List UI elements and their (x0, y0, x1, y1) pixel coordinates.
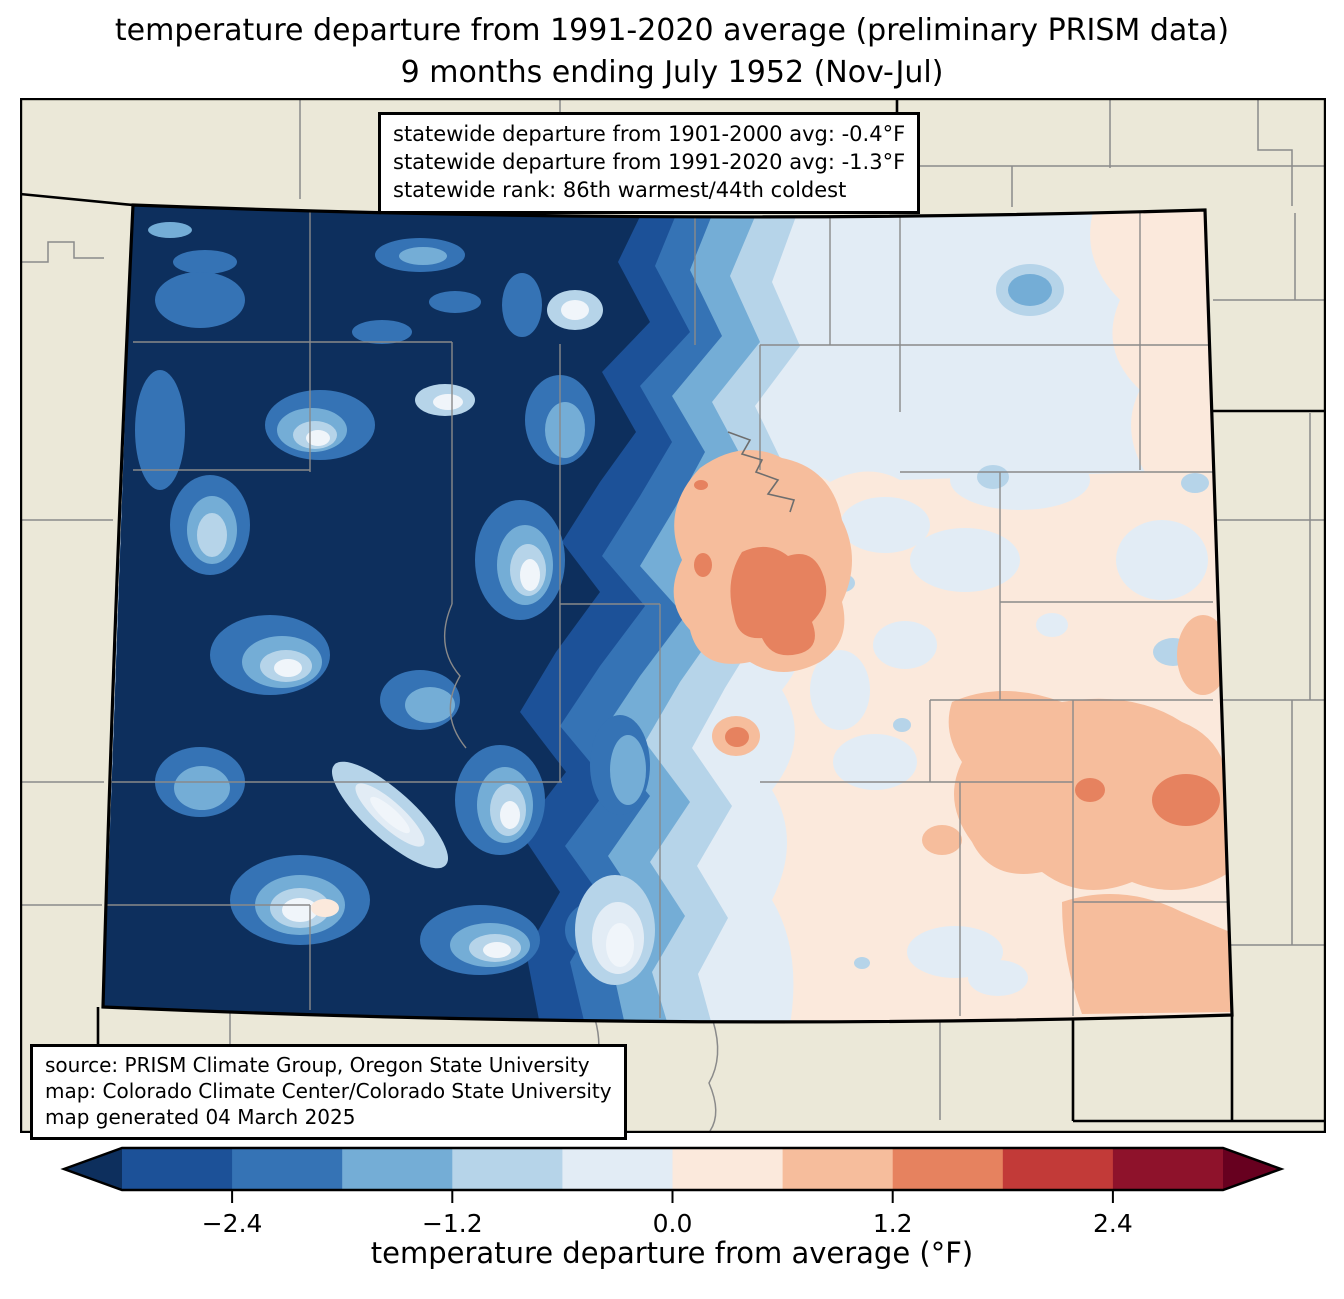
colorbar-segment (782, 1148, 894, 1190)
source-line-2: map: Colorado Climate Center/Colorado St… (45, 1079, 612, 1103)
colorbar-axis-label: temperature departure from average (°F) (370, 1236, 974, 1270)
contour-region (173, 250, 237, 274)
statewide-stats-box: statewide departure from 1901-2000 avg: … (378, 112, 921, 214)
warm-regions (311, 205, 1232, 1022)
contour-region (1181, 473, 1209, 493)
contour-region (1177, 615, 1229, 695)
contour-region (155, 272, 245, 328)
contour-region (727, 431, 796, 513)
colorbar: −2.4 −1.2 0.0 1.2 2.4 (60, 1146, 1285, 1238)
contour-region (968, 960, 1028, 996)
figure-title: temperature departure from 1991-2020 ave… (0, 10, 1344, 94)
contour-region (274, 659, 302, 677)
contour-region (1036, 613, 1068, 637)
contour-region (443, 603, 467, 749)
stats-line-2: statewide departure from 1991-2020 avg: … (393, 150, 906, 174)
colorbar-outline (60, 1146, 1285, 1192)
stats-line-1: statewide departure from 1901-2000 avg: … (393, 122, 906, 146)
colorbar-segment (892, 1148, 1004, 1190)
contour-region (545, 402, 585, 458)
contour-region (606, 923, 634, 967)
contour-region (840, 497, 930, 553)
contour-region (405, 687, 455, 723)
contour-region (148, 222, 192, 238)
contour-region (873, 621, 937, 669)
contour-region (854, 957, 870, 969)
contour-region (922, 825, 962, 855)
contour-region (352, 320, 412, 344)
colorbar-segment (1002, 1148, 1114, 1190)
mountain-light-patches (135, 222, 655, 985)
map-canvas (20, 98, 1326, 1133)
contour-region (561, 300, 589, 320)
stats-line-3: statewide rank: 86th warmest/44th coldes… (393, 178, 847, 202)
contour-region (730, 546, 827, 656)
colorbar-tick-label: 0.0 (653, 1209, 693, 1238)
contour-region (20, 192, 134, 207)
contour-region (694, 480, 708, 490)
contour-region (483, 942, 511, 958)
title-line-1: temperature departure from 1991-2020 ave… (114, 13, 1230, 48)
contour-region (893, 718, 911, 732)
colorado-county-lines (105, 210, 1232, 1018)
colorbar-extend-right (1223, 1148, 1281, 1190)
contour-region (977, 465, 1009, 489)
contour-region (197, 513, 227, 557)
contour-region (833, 734, 917, 790)
contour-region (1152, 774, 1220, 826)
contour-region (1075, 778, 1105, 802)
contour-region (429, 291, 481, 313)
colorbar-segment (1112, 1148, 1224, 1190)
contour-region (1090, 205, 1215, 480)
contour-region (520, 559, 540, 591)
contour-region (610, 735, 646, 805)
colorbar-segment (232, 1148, 343, 1190)
contour-region (725, 727, 749, 747)
colorbar-segment (122, 1148, 233, 1190)
colorbar-segment (562, 1148, 674, 1190)
colorado-state-border (101, 203, 1234, 1024)
contour-region (1257, 98, 1293, 206)
contour-region (370, 796, 410, 834)
contour-region (560, 603, 661, 1018)
contour-region (1008, 274, 1052, 306)
contour-region (1116, 520, 1208, 600)
colorbar-segment (452, 1148, 563, 1190)
contour-region (433, 394, 463, 410)
contour-region (500, 801, 520, 829)
colorbar-segment (672, 1148, 784, 1190)
source-box: source: PRISM Climate Group, Oregon Stat… (30, 1044, 627, 1140)
colorbar-tick-label: 2.4 (1093, 1209, 1133, 1238)
contour-region (105, 904, 311, 1010)
contour-region (810, 650, 870, 730)
contour-region (910, 528, 1020, 592)
title-line-2: 9 months ending July 1952 (Nov-Jul) (400, 55, 944, 90)
colorbar-tick-label: −1.2 (422, 1209, 483, 1238)
contour-region (1062, 894, 1232, 1014)
map-frame-border (20, 98, 1326, 1133)
contour-region (950, 450, 1090, 510)
contour-region (174, 766, 230, 810)
contour-region (399, 247, 447, 265)
temperature-contours (103, 205, 1232, 1022)
contour-region (20, 241, 104, 263)
contour-region (282, 898, 318, 922)
contour-region (135, 370, 185, 490)
contour-region (311, 899, 339, 917)
contour-region (502, 273, 542, 337)
source-line-1: source: PRISM Climate Group, Oregon Stat… (45, 1053, 590, 1077)
colorbar-extend-left (64, 1148, 122, 1190)
source-line-3: map generated 04 March 2025 (45, 1105, 356, 1129)
colorbar-tick-label: −2.4 (202, 1209, 263, 1238)
contour-region (306, 430, 330, 446)
colorbar-tick-label: 1.2 (873, 1209, 913, 1238)
contour-region (708, 1020, 719, 1132)
colorbar-segment (342, 1148, 453, 1190)
contour-region (694, 553, 712, 577)
